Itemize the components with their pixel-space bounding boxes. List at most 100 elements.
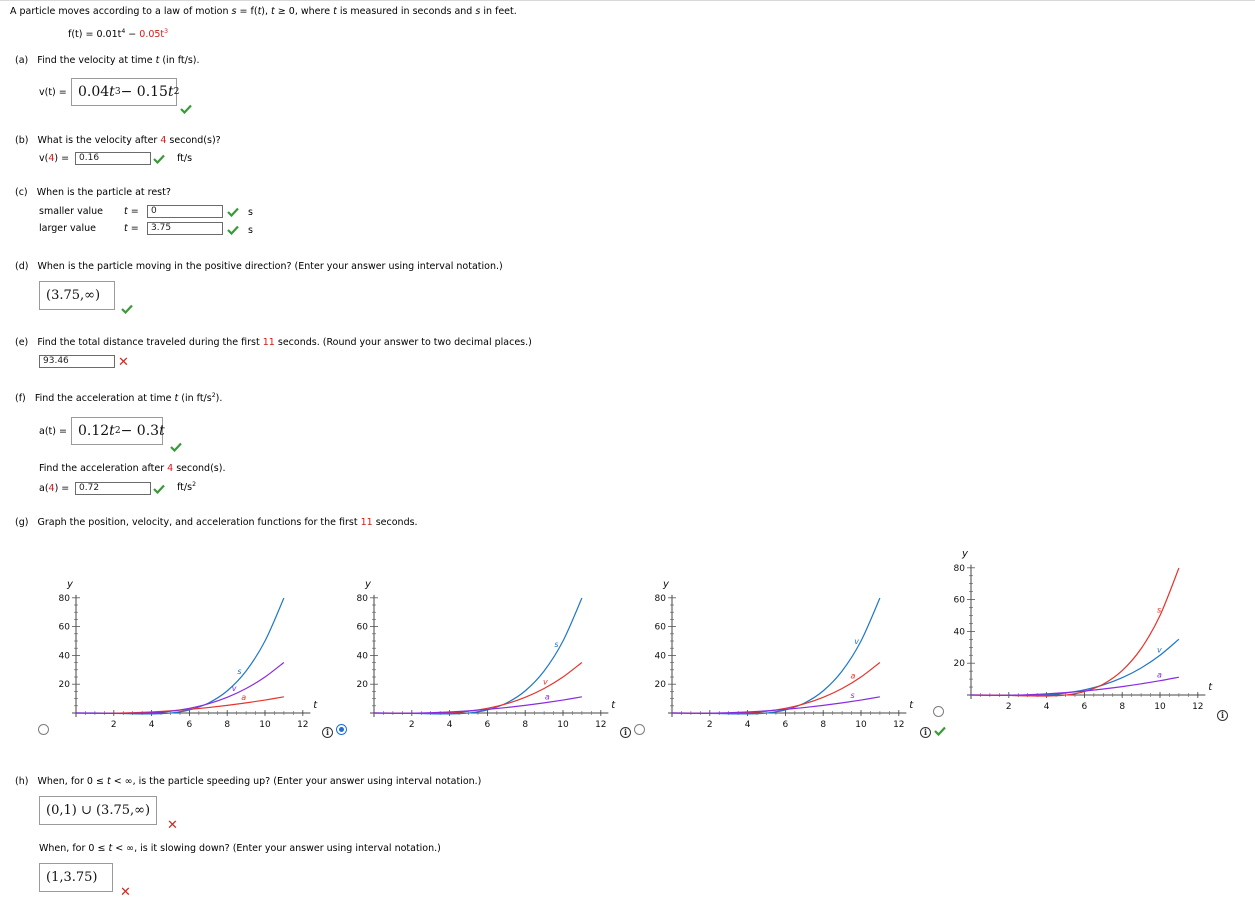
part-b-lhs-pre: v( (39, 153, 49, 164)
part-d-question: (d) When is the particle moving in the p… (15, 261, 503, 272)
f-minus: − (125, 29, 140, 40)
x-tick-label: 2 (707, 720, 713, 730)
x-tick-label: 10 (259, 720, 271, 730)
series-label-s: s (554, 640, 558, 649)
part-b-lhs: v(4) = (39, 153, 69, 164)
part-f-answer-box[interactable]: 0.12 t 2 − 0.3 t (71, 417, 165, 445)
part-f-lhs: a(t) = (39, 426, 67, 437)
graph-option-2: 2 4 6 8 10 12 20 40 60 80 y t s va (357, 579, 617, 730)
part-f-ans-t1: t (109, 423, 115, 439)
part-a-answer-box[interactable]: 0.04 t 3 − 0.15 t 2 (71, 78, 179, 106)
x-tick-label: 10 (1154, 702, 1166, 712)
part-e-question: (e) Find the total distance traveled dur… (15, 337, 532, 348)
part-f-unit-exp: 2 (211, 391, 216, 399)
series-label-a: a (1157, 671, 1162, 680)
x-tick-label: 12 (1192, 702, 1203, 712)
intro-var-s: s (231, 6, 237, 17)
series-line-s (75, 597, 285, 715)
part-h-answer-box[interactable]: (0,1) ∪ (3.75,∞) (39, 796, 157, 825)
y-tick-label: 80 (954, 564, 966, 574)
part-c-row1-lhs: t = (124, 206, 139, 217)
f-exp2: 3 (164, 27, 169, 35)
series-line-v (970, 638, 1180, 697)
graph-option-1-radio[interactable] (38, 724, 49, 735)
x-tick-label: 12 (297, 720, 308, 730)
part-h-text-post: < ∞, is the particle speeding up? (Enter… (110, 776, 482, 787)
part-b-lhs-n: 4 (48, 153, 55, 164)
y-axis-label: y (66, 579, 74, 590)
part-a-ans-coef1: 0.04 (78, 84, 110, 100)
x-axis-label: t (313, 700, 318, 711)
x-tick-label: 6 (187, 720, 193, 730)
graph-option-2-radio[interactable] (336, 724, 347, 735)
x-icon: ✕ (167, 818, 178, 833)
part-b-input[interactable]: 0.16 (75, 152, 151, 165)
part-c-text: When is the particle at rest? (36, 187, 171, 198)
part-e-input[interactable]: 93.46 (39, 355, 115, 368)
part-f-label: (f) (15, 393, 26, 404)
series-line-v (671, 597, 881, 715)
graph-option-4-radio[interactable] (933, 706, 944, 717)
series-line-s (970, 567, 1180, 697)
x-tick-label: 4 (149, 720, 155, 730)
f-exp1: 4 (121, 27, 126, 35)
x-tick-label: 8 (224, 720, 230, 730)
x-tick-label: 2 (409, 720, 415, 730)
part-h-answer-box-2[interactable]: (1,3.75) (39, 863, 113, 892)
part-f-ans-t2: t (159, 423, 165, 439)
y-tick-label: 20 (954, 659, 966, 669)
part-c-input-larger[interactable]: 3.75 (147, 222, 223, 235)
part-f-unit: (in ft/s (178, 393, 212, 404)
info-icon[interactable]: i (322, 727, 333, 738)
y-tick-label: 40 (954, 627, 966, 637)
intro-var-t3: t (333, 6, 337, 17)
part-h-question-2: When, for 0 ≤ t < ∞, is it slowing down?… (39, 843, 441, 854)
info-icon[interactable]: i (620, 727, 631, 738)
problem-intro: A particle moves according to a law of m… (10, 6, 517, 17)
part-a-label: (a) (15, 55, 29, 66)
series-label-v: v (543, 677, 548, 686)
series-label-v: v (854, 637, 859, 646)
info-icon[interactable]: i (920, 727, 931, 738)
x-tick-label: 12 (893, 720, 904, 730)
check-icon (121, 304, 133, 314)
y-tick-label: 60 (954, 596, 966, 606)
x-tick-label: 2 (1006, 702, 1012, 712)
intro-mid: is measured in seconds and (336, 6, 476, 17)
function-definition: f(t) = 0.01t4 − 0.05t3 (68, 27, 169, 40)
part-d-answer-box[interactable]: (3.75,∞) (39, 281, 115, 310)
y-tick-label: 80 (59, 594, 71, 604)
graph-option-3: 2 4 6 8 10 12 20 40 60 80 y t v a s (655, 579, 915, 730)
y-tick-label: 40 (357, 651, 369, 661)
graph-option-3-radio[interactable] (634, 724, 645, 735)
part-f-sub-input[interactable]: 0.72 (75, 482, 151, 495)
part-f-ans-mid: − 0.3 (120, 423, 160, 439)
series-label-a: a (850, 672, 855, 681)
x-tick-label: 10 (557, 720, 569, 730)
part-f-sub-unit-exp: 2 (192, 480, 196, 488)
x-tick-label: 12 (595, 720, 606, 730)
part-g-question: (g) Graph the position, velocity, and ac… (15, 517, 418, 528)
part-c-input-smaller[interactable]: 0 (147, 205, 223, 218)
part-g-text-post: seconds. (372, 517, 418, 528)
x-tick-label: 4 (447, 720, 453, 730)
series-label-s: s (850, 691, 854, 700)
part-e-label: (e) (15, 337, 29, 348)
part-g-label: (g) (15, 517, 29, 528)
part-b-label: (b) (15, 135, 29, 146)
info-icon[interactable]: i (1217, 710, 1228, 721)
part-a-ans-mid: − 0.15 (120, 84, 168, 100)
y-axis-label: y (662, 579, 670, 590)
part-b-question: (b) What is the velocity after 4 second(… (15, 135, 221, 146)
part-f-sub-n: 4 (167, 463, 174, 474)
part-c-row2-unit: s (248, 225, 253, 236)
part-f-sub-lhs-post: ) = (54, 483, 70, 494)
y-tick-label: 80 (357, 594, 369, 604)
check-icon (180, 104, 192, 114)
part-e-text: Find the total distance traveled during … (37, 337, 263, 348)
y-axis-label: y (961, 549, 969, 560)
intro-text: A particle moves according to a law of m… (10, 6, 232, 17)
y-tick-label: 20 (655, 680, 667, 690)
x-axis-label: t (1208, 682, 1213, 693)
part-f-sub-text: Find the acceleration after (39, 463, 168, 474)
